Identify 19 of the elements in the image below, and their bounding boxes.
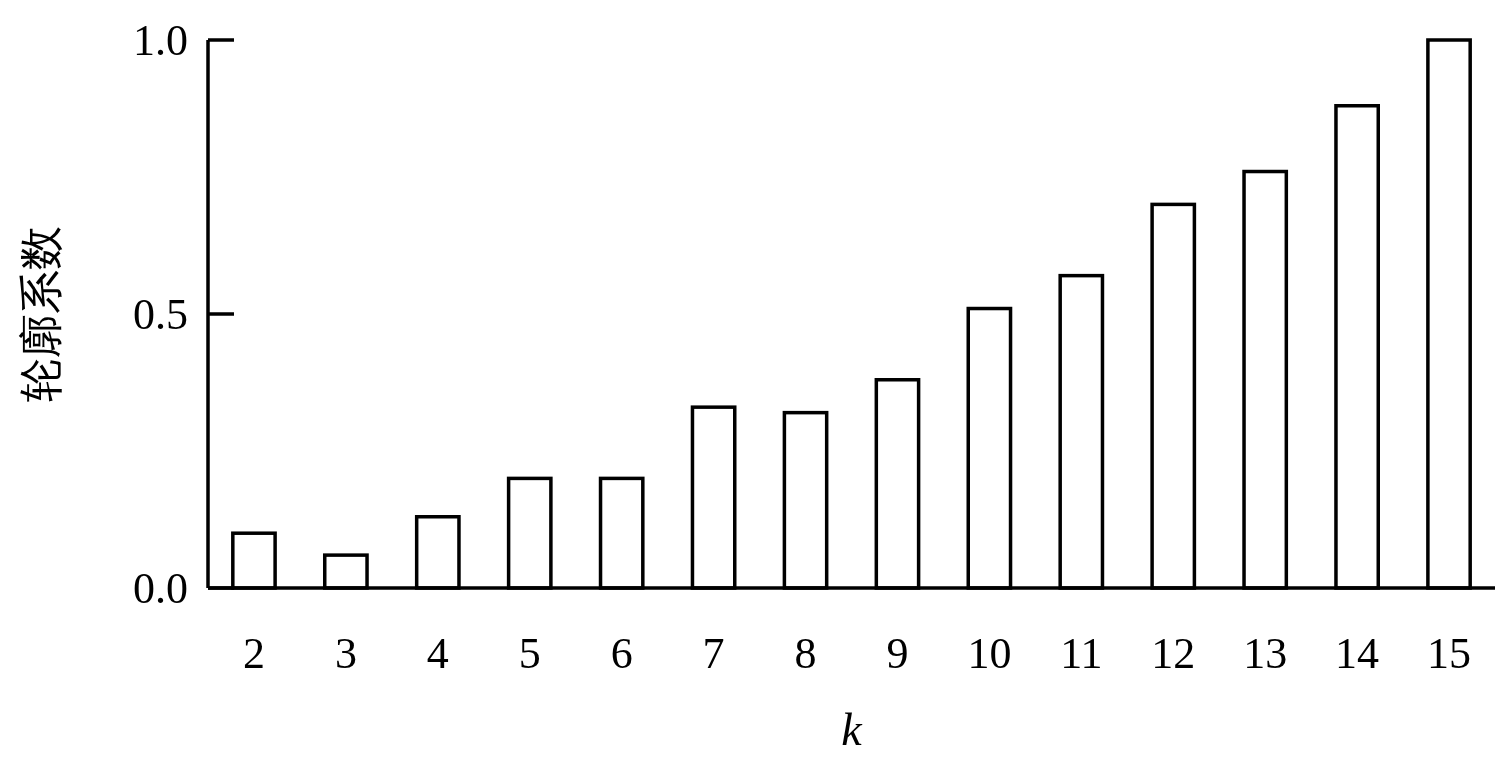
y-tick-label: 0.5 [133,290,188,339]
x-tick-label: 12 [1151,629,1196,678]
y-tick-label: 1.0 [133,16,188,65]
x-tick-label: 14 [1335,629,1380,678]
y-tick-label: 0.0 [133,564,188,613]
x-tick-label: 13 [1243,629,1288,678]
x-tick-label: 2 [242,629,265,678]
x-tick-label: 10 [967,629,1012,678]
x-tick-label: 7 [702,629,725,678]
x-axis-title: k [841,704,864,755]
x-tick-label: 6 [610,629,633,678]
x-tick-label: 11 [1060,629,1103,678]
x-tick-label: 9 [886,629,909,678]
x-tick-label: 15 [1427,629,1472,678]
x-tick-label: 4 [426,629,449,678]
x-tick-label: 8 [794,629,817,678]
x-tick-label: 5 [518,629,541,678]
x-tick-label: 3 [334,629,357,678]
y-axis-title: 轮廓系数 [17,226,66,402]
